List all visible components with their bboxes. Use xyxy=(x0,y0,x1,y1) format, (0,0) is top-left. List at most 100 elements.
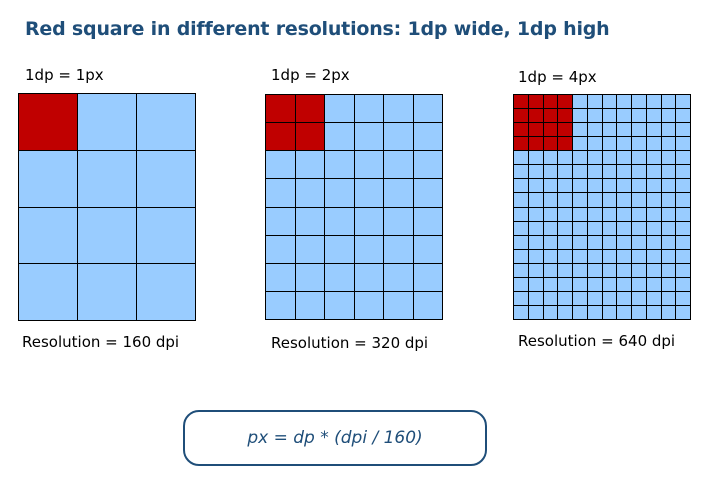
pixel-cell xyxy=(617,151,631,165)
pixel-cell xyxy=(354,291,383,319)
pixel-cell xyxy=(543,179,558,193)
pixel-cell xyxy=(558,235,572,249)
pixel-cell xyxy=(78,207,136,264)
pixel-cell xyxy=(646,235,661,249)
pixel-cell xyxy=(602,221,617,235)
red-pixel xyxy=(266,123,295,151)
pixel-cell xyxy=(514,207,528,221)
pixel-cell xyxy=(558,277,572,291)
pixel-cell xyxy=(587,221,602,235)
pixel-cell xyxy=(514,249,528,263)
pixel-cell xyxy=(587,165,602,179)
pixel-cell xyxy=(676,193,690,207)
scale-label-1dp-2px: 1dp = 2px xyxy=(271,66,350,84)
pixel-cell xyxy=(602,179,617,193)
red-pixel xyxy=(514,137,528,151)
resolution-label-320dpi: Resolution = 320 dpi xyxy=(271,334,429,352)
pixel-cell xyxy=(573,95,587,109)
pixel-cell xyxy=(617,179,631,193)
red-pixel xyxy=(543,123,558,137)
pixel-cell xyxy=(661,193,676,207)
resolution-label-640dpi: Resolution = 640 dpi xyxy=(518,332,676,350)
pixel-cell xyxy=(646,249,661,263)
pixel-cell xyxy=(573,291,587,305)
pixel-cell xyxy=(661,109,676,123)
pixel-cell xyxy=(617,249,631,263)
resolution-label-160dpi: Resolution = 160 dpi xyxy=(22,333,180,351)
pixel-cell xyxy=(602,207,617,221)
pixel-cell xyxy=(558,151,572,165)
pixel-cell xyxy=(543,277,558,291)
pixel-cell xyxy=(632,277,646,291)
pixel-cell xyxy=(543,165,558,179)
pixel-cell xyxy=(661,277,676,291)
pixel-cell xyxy=(676,95,690,109)
pixel-cell xyxy=(266,263,295,291)
pixel-cell xyxy=(646,263,661,277)
red-pixel xyxy=(558,123,572,137)
pixel-cell xyxy=(587,109,602,123)
pixel-cell xyxy=(632,151,646,165)
pixel-cell xyxy=(325,95,354,123)
pixel-cell xyxy=(528,291,543,305)
pixel-cell xyxy=(617,291,631,305)
pixel-cell xyxy=(514,165,528,179)
pixel-cell xyxy=(632,263,646,277)
pixel-cell xyxy=(295,207,324,235)
pixel-cell xyxy=(587,123,602,137)
pixel-cell xyxy=(266,235,295,263)
pixel-cell xyxy=(573,193,587,207)
pixel-cell xyxy=(573,235,587,249)
pixel-cell xyxy=(602,95,617,109)
pixel-cell xyxy=(558,193,572,207)
scale-label-1dp-1px: 1dp = 1px xyxy=(25,66,104,84)
formula-box: px = dp * (dpi / 160) xyxy=(183,410,487,466)
red-pixel xyxy=(514,95,528,109)
pixel-cell xyxy=(632,305,646,319)
pixel-cell xyxy=(661,221,676,235)
conversion-formula: px = dp * (dpi / 160) xyxy=(247,428,423,448)
pixel-cell xyxy=(514,277,528,291)
pixel-cell xyxy=(646,193,661,207)
pixel-cell xyxy=(661,249,676,263)
pixel-cell xyxy=(573,263,587,277)
pixel-cell xyxy=(514,291,528,305)
pixel-cell xyxy=(661,305,676,319)
pixel-cell xyxy=(384,179,413,207)
pixel-cell xyxy=(413,263,442,291)
pixel-cell xyxy=(617,305,631,319)
pixel-cell xyxy=(646,165,661,179)
pixel-cell xyxy=(528,151,543,165)
pixel-cell xyxy=(354,207,383,235)
pixel-cell xyxy=(587,291,602,305)
pixel-cell xyxy=(676,179,690,193)
pixel-cell xyxy=(354,263,383,291)
pixel-cell xyxy=(543,291,558,305)
pixel-cell xyxy=(78,150,136,207)
pixel-cell xyxy=(661,165,676,179)
pixel-cell xyxy=(617,193,631,207)
pixel-cell xyxy=(587,193,602,207)
pixel-cell xyxy=(558,249,572,263)
pixel-cell xyxy=(384,123,413,151)
pixel-cell xyxy=(325,235,354,263)
pixel-cell xyxy=(602,291,617,305)
pixel-cell xyxy=(137,207,195,264)
pixel-cell xyxy=(413,95,442,123)
pixel-cell xyxy=(514,179,528,193)
pixel-cell xyxy=(632,221,646,235)
pixel-cell xyxy=(646,179,661,193)
pixel-cell xyxy=(573,109,587,123)
pixel-cell xyxy=(558,207,572,221)
pixel-cell xyxy=(543,235,558,249)
pixel-cell xyxy=(661,137,676,151)
pixel-cell xyxy=(617,165,631,179)
pixel-cell xyxy=(632,165,646,179)
red-pixel xyxy=(295,123,324,151)
pixel-cell xyxy=(602,165,617,179)
pixel-cell xyxy=(573,221,587,235)
pixel-cell xyxy=(528,263,543,277)
pixel-cell xyxy=(632,123,646,137)
pixel-cell xyxy=(587,263,602,277)
pixel-cell xyxy=(384,95,413,123)
